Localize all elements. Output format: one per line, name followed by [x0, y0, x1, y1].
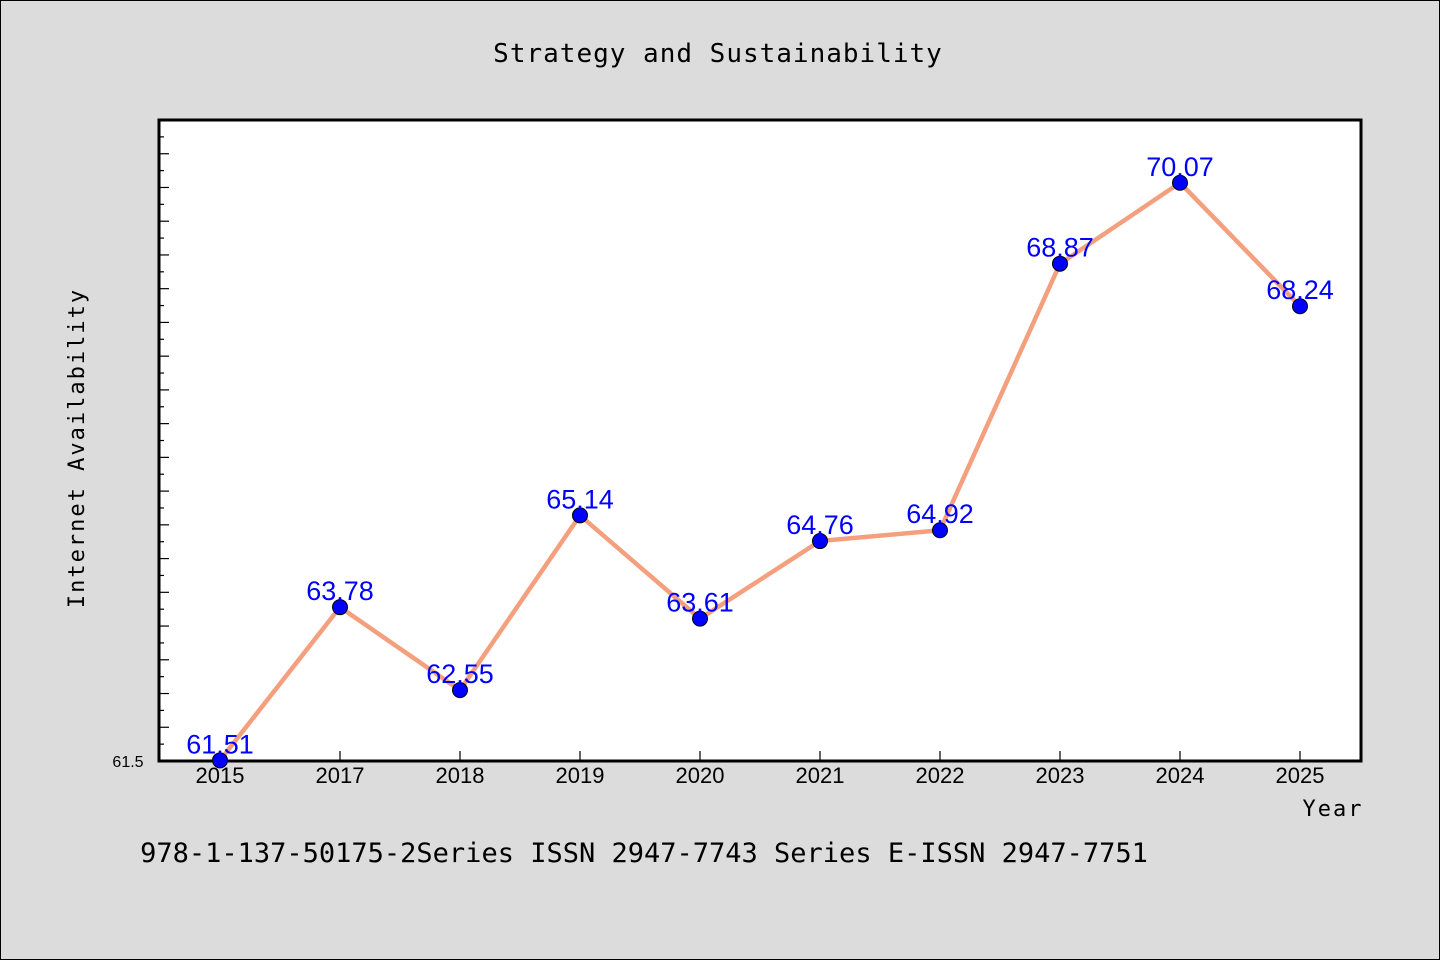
data-label: 68.87 [1026, 233, 1094, 263]
x-tick-label: 2021 [796, 763, 845, 788]
data-point [332, 599, 348, 616]
data-point [1052, 255, 1068, 272]
data-point [1292, 298, 1308, 315]
series-line [218, 180, 1302, 762]
data-label: 63.78 [306, 576, 374, 606]
x-tick-label: 2022 [916, 763, 965, 788]
data-label: 65.14 [546, 484, 614, 514]
y-tick-label: 61.5 [112, 754, 143, 771]
y-axis-label: Internet Availability [65, 288, 90, 608]
data-label: 61.51 [186, 729, 254, 759]
x-axis-label: Year [1303, 797, 1364, 822]
x-tick-label: 2024 [1156, 763, 1205, 788]
data-label: 64.76 [786, 510, 854, 540]
x-tick-label: 2019 [556, 763, 605, 788]
data-label: 62.55 [426, 659, 494, 689]
data-point [932, 522, 948, 539]
series-markers [212, 174, 1308, 769]
data-labels: 61.51 63.78 62.55 65.14 63.61 64.76 64.92 68.87… [186, 152, 1334, 760]
data-point [572, 507, 588, 524]
x-tick-label: 2023 [1036, 763, 1085, 788]
footer-isbn-issn: 978-1-137-50175-2Series ISSN 2947-7743 S… [140, 838, 1148, 869]
data-label: 64.92 [906, 499, 974, 529]
x-tick-label: 2018 [436, 763, 485, 788]
data-label: 63.61 [666, 588, 734, 618]
data-point [812, 533, 828, 550]
data-point [692, 610, 708, 627]
data-point [452, 682, 468, 699]
data-label: 68.24 [1266, 275, 1334, 305]
plot-area [157, 118, 1363, 763]
data-label: 70.07 [1146, 152, 1214, 182]
x-tick-label: 2025 [1276, 763, 1325, 788]
data-point [212, 752, 228, 769]
x-tick-label: 2017 [316, 763, 365, 788]
y-axis-ticks [159, 119, 169, 762]
x-tick-label: 2020 [676, 763, 725, 788]
x-axis-ticks: 2015 2017 2018 2019 2020 2021 2022 2023 2024 2025 [196, 751, 1325, 788]
chart-title: Strategy and Sustainability [493, 39, 943, 69]
data-point [1172, 174, 1188, 191]
